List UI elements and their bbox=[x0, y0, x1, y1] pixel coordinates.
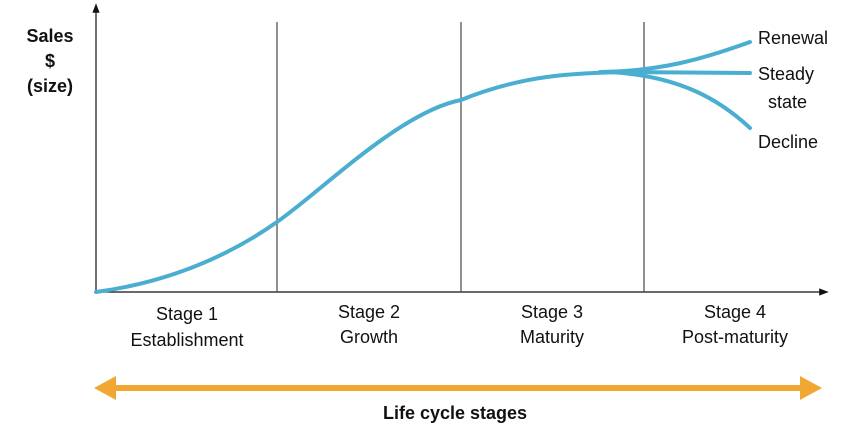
branch-label: Renewal bbox=[758, 28, 828, 48]
stage-name: Stage 1 bbox=[156, 304, 218, 324]
branch-label: Decline bbox=[758, 132, 818, 152]
steady-curve bbox=[608, 70, 752, 75]
stage-name: Stage 3 bbox=[521, 302, 583, 322]
stage-label: Maturity bbox=[520, 327, 584, 347]
axis-label: $ bbox=[45, 51, 55, 71]
double-arrow bbox=[94, 376, 822, 400]
stage-label: Growth bbox=[340, 327, 398, 347]
decline-curve bbox=[608, 70, 752, 130]
renewal-curve bbox=[598, 40, 752, 74]
stage-label: Post-maturity bbox=[682, 327, 788, 347]
life-cycle-curve bbox=[94, 70, 646, 294]
stage-label: Establishment bbox=[130, 330, 243, 350]
footer-title: Life cycle stages bbox=[383, 403, 527, 423]
stage-name: Stage 2 bbox=[338, 302, 400, 322]
stage-name: Stage 4 bbox=[704, 302, 766, 322]
branch-label: Steady bbox=[758, 64, 814, 84]
axis-label: Sales bbox=[26, 26, 73, 46]
axis-label: (size) bbox=[27, 76, 73, 96]
branch-label: state bbox=[768, 92, 807, 112]
